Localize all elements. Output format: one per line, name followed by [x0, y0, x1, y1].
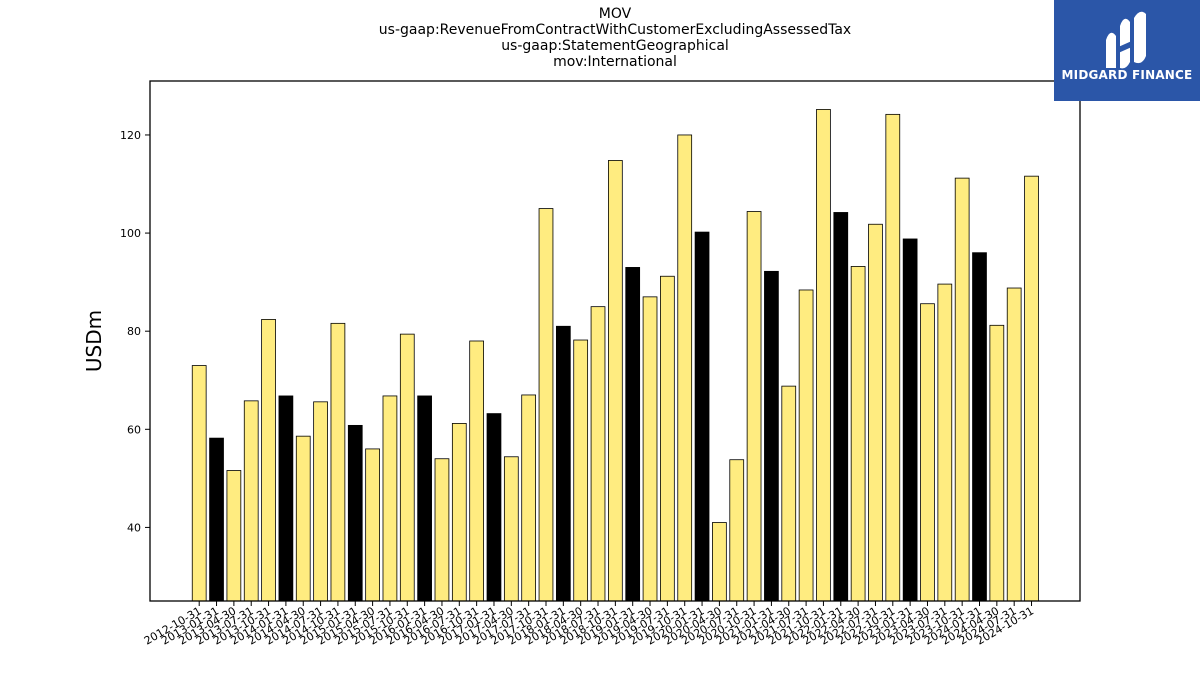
bar-2012-10-31 [191, 365, 207, 602]
y-tick-label: 100 [120, 227, 141, 240]
bar-2014-10-31 [330, 322, 346, 602]
bar-2024-04-30 [989, 324, 1005, 602]
bar-2018-07-31 [590, 306, 606, 602]
y-axis-label: USDm [82, 310, 106, 372]
chart-title: MOV us-gaap:RevenueFromContractWithCusto… [150, 6, 1080, 70]
bar-2017-04-30 [503, 456, 519, 602]
bar-2013-10-31 [261, 319, 276, 602]
bar-2014-07-31 [313, 401, 328, 602]
bar-2013-07-31 [243, 400, 259, 602]
bar-2015-10-31 [399, 333, 415, 602]
bar-2022-07-31 [868, 223, 883, 602]
bar-2022-04-30 [850, 266, 866, 602]
bar-2019-04-30 [642, 296, 658, 602]
bar-2023-04-30 [920, 303, 935, 602]
bar-2023-10-31 [954, 177, 970, 602]
bar-2022-01-31 [833, 212, 849, 602]
midgard-logo-icon [1106, 11, 1146, 69]
bar-2024-07-31 [1006, 287, 1022, 602]
bar-2017-10-31 [538, 208, 554, 602]
bar-2021-10-31 [816, 109, 831, 602]
bar-2023-01-31 [902, 238, 918, 602]
bar-2017-07-31 [521, 394, 537, 602]
midgard-finance-logo: MIDGARD FINANCE [1054, 0, 1200, 101]
bars-group [191, 109, 1039, 602]
bar-2017-01-31 [486, 413, 502, 602]
bar-2019-10-31 [677, 134, 693, 602]
bar-2015-07-31 [382, 395, 398, 602]
y-tick-label: 120 [120, 129, 141, 142]
y-tick-label: 80 [127, 325, 141, 338]
bar-2016-04-30 [434, 458, 450, 602]
logo-text: MIDGARD FINANCE [1061, 68, 1193, 82]
bar-2014-04-30 [295, 435, 311, 602]
title-line-4: mov:International [553, 54, 677, 70]
bar-2013-04-30 [226, 470, 242, 602]
bar-2020-10-31 [746, 211, 762, 602]
bar-2018-01-31 [555, 325, 571, 602]
bar-2023-07-31 [937, 283, 953, 602]
bar-2015-04-30 [365, 448, 380, 602]
bar-2016-07-31 [451, 423, 467, 602]
bar-2024-01-31 [972, 252, 987, 602]
y-axis: 40 60 80 100 120 [120, 129, 150, 534]
title-line-1: MOV [598, 6, 632, 22]
bar-2020-07-31 [729, 459, 745, 602]
bar-2021-07-31 [798, 289, 814, 602]
bar-2013-01-31 [209, 437, 224, 602]
bar-2014-01-31 [278, 395, 294, 602]
y-tick-label: 60 [127, 423, 141, 436]
bar-2022-10-31 [885, 113, 901, 602]
y-tick-label: 40 [127, 521, 141, 534]
bar-2019-07-31 [660, 275, 675, 602]
bar-2020-04-30 [712, 522, 727, 602]
title-line-2: us-gaap:RevenueFromContractWithCustomerE… [378, 22, 852, 38]
bar-2020-01-31 [694, 231, 710, 602]
bar-2021-04-30 [781, 385, 797, 602]
bar-2018-10-31 [608, 160, 623, 602]
bar-2016-01-31 [417, 395, 432, 602]
bar-2019-01-31 [625, 267, 641, 602]
bar-2016-10-31 [469, 340, 484, 602]
bar-2018-04-30 [573, 339, 589, 602]
x-axis: 2012-10-312013-01-312013-04-302013-07-31… [142, 601, 1036, 648]
bar-2021-01-31 [764, 270, 779, 602]
bar-2015-01-31 [347, 424, 363, 602]
bar-2024-10-31 [1024, 175, 1039, 602]
title-line-3: us-gaap:StatementGeographical [501, 38, 729, 54]
